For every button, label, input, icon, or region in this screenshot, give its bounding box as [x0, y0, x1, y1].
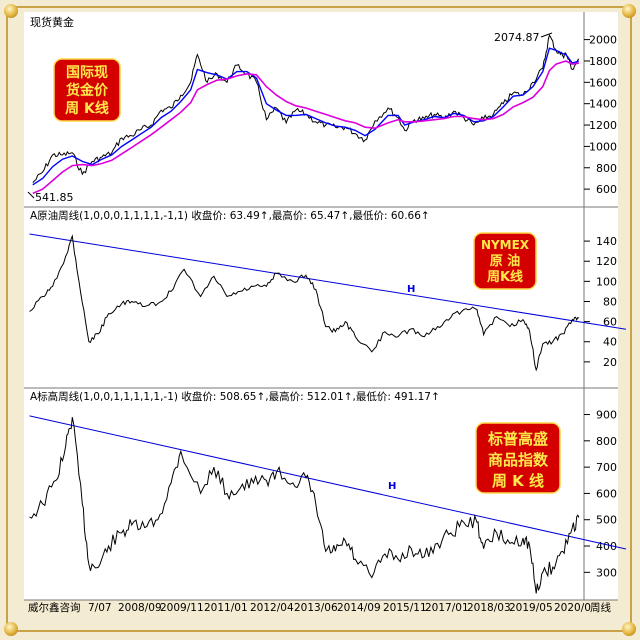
gsci-trend-line — [29, 415, 627, 550]
gsci-price-line — [29, 417, 580, 594]
y-tick-label: 1800 — [589, 55, 617, 68]
gold-panel-header: 现货黄金 — [30, 15, 74, 29]
y-tick-label: 2000 — [589, 34, 617, 47]
y-tick-label: 80 — [603, 295, 617, 308]
x-tick-label: 2017/01 — [425, 602, 469, 614]
x-tick-label: 2011/01 — [204, 602, 248, 614]
plot-background — [24, 12, 618, 600]
gsci-badge-line: 商品指数 — [488, 451, 549, 469]
y-tick-label: 600 — [596, 183, 617, 196]
gold-ma-short-line — [32, 47, 580, 186]
frame-border — [6, 6, 632, 632]
x-tick-label: 2008/09 — [118, 602, 162, 614]
gold-high-label: 2074.87 — [494, 31, 540, 44]
y-tick-label: 500 — [596, 514, 617, 527]
y-tick-label: 100 — [596, 275, 617, 288]
crude-price-line — [29, 234, 580, 372]
gold-badge-line: 货金价 — [65, 82, 109, 99]
y-tick-label: 800 — [596, 162, 617, 175]
crude-panel-header: A原油周线(1,0,0,0,1,1,1,1,-1,1) 收盘价: 63.49↑,… — [30, 209, 430, 222]
series-layer — [29, 34, 627, 594]
corner-ornament — [4, 4, 18, 18]
crude-trend-label: H — [407, 284, 415, 295]
y-tick-label: 1600 — [589, 76, 617, 89]
y-tick-label: 800 — [596, 435, 617, 448]
x-tick-label: 2015/11 — [383, 602, 427, 614]
crude-badge: NYMEX 原 油 周K线 — [473, 232, 537, 290]
y-tick-label: 1200 — [589, 119, 617, 132]
y-tick-label: 700 — [596, 461, 617, 474]
gold-badge-line: 周 K线 — [65, 100, 109, 117]
gold-badge-bg — [53, 58, 121, 122]
y-tick-label: 60 — [603, 316, 617, 329]
gold-low-label: 541.85 — [35, 191, 74, 204]
axis-ticks: 600 800 1000 1200 1400 1600 1800 2000 20 40 60 80 10… — [88, 34, 617, 614]
y-tick-label: 1400 — [589, 98, 617, 111]
gsci-badge-bg — [475, 422, 561, 494]
x-tick-label: 2018/03 — [467, 602, 511, 614]
gold-price-line — [32, 34, 580, 184]
gold-high-pointer — [540, 32, 553, 38]
gsci-badge-line: 周 K 线 — [492, 472, 544, 490]
gsci-trend-label: H — [388, 481, 396, 492]
x-tick-label: 7/07 — [88, 602, 112, 614]
crude-badge-line: 原 油 — [490, 253, 521, 269]
gold-low-pointer — [27, 191, 35, 199]
corner-ornament — [622, 4, 636, 18]
y-tick-label: 1000 — [589, 140, 617, 153]
gsci-panel-header: A标高周线(1,0,0,1,1,1,1,1,-1) 收盘价: 508.65↑,最… — [30, 390, 440, 403]
y-tick-label: 40 — [603, 336, 617, 349]
gold-ma-long-line — [32, 60, 580, 195]
crude-trend-line — [29, 233, 627, 330]
y-tick-label: 140 — [596, 235, 617, 248]
y-tick-label: 20 — [603, 356, 617, 369]
x-tick-label: 2019/05 — [509, 602, 553, 614]
gold-badge: 国际现 货金价 周 K线 — [53, 58, 121, 122]
y-tick-label: 120 — [596, 255, 617, 268]
crude-badge-line: 周K线 — [487, 269, 523, 285]
corner-ornament — [622, 622, 636, 636]
x-tick-label: 周线 — [590, 601, 611, 614]
y-tick-label: 300 — [596, 566, 617, 579]
gsci-badge: 标普高盛 商品指数 周 K 线 — [475, 422, 561, 494]
x-tick-label: 2014/09 — [337, 602, 381, 614]
x-tick-label: 2009/11 — [160, 602, 204, 614]
gsci-badge-line: 标普高盛 — [487, 430, 548, 448]
x-tick-label: 2012/04 — [250, 602, 294, 614]
footer-source: 威尔鑫咨询 — [28, 601, 81, 614]
corner-ornament — [4, 622, 18, 636]
x-tick-label: 2020/0 — [554, 602, 591, 614]
y-tick-label: 600 — [596, 487, 617, 500]
y-tick-label: 900 — [596, 409, 617, 422]
gold-badge-line: 国际现 — [66, 65, 108, 81]
crude-badge-bg — [473, 232, 537, 290]
x-tick-label: 2013/06 — [294, 602, 338, 614]
crude-badge-line: NYMEX — [481, 238, 530, 252]
